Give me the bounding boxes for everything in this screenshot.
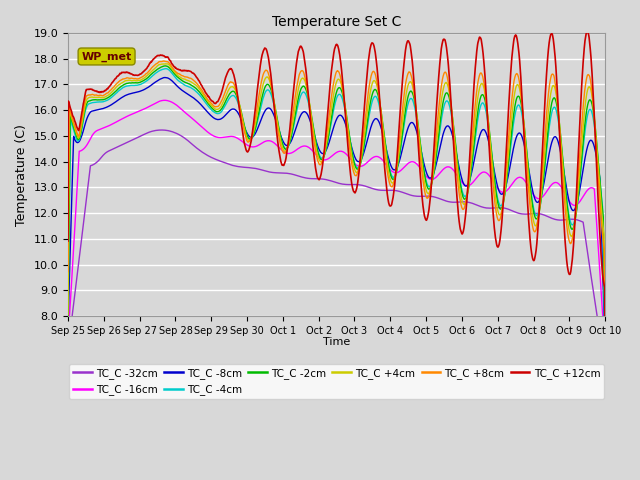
- TC_C +8cm: [244, 139, 252, 145]
- TC_C -16cm: [538, 195, 545, 201]
- TC_C +8cm: [184, 74, 192, 80]
- TC_C +4cm: [162, 61, 170, 67]
- TC_C +4cm: [538, 187, 545, 192]
- TC_C -8cm: [171, 81, 179, 86]
- TC_C -8cm: [420, 161, 428, 167]
- TC_C +4cm: [64, 312, 72, 318]
- Text: WP_met: WP_met: [81, 51, 132, 61]
- TC_C -2cm: [162, 63, 170, 69]
- TC_C -8cm: [602, 347, 609, 352]
- TC_C +8cm: [64, 269, 72, 275]
- TC_C -16cm: [161, 97, 168, 103]
- TC_C +8cm: [160, 58, 168, 64]
- TC_C -8cm: [244, 132, 252, 138]
- TC_C -2cm: [538, 192, 545, 197]
- Line: TC_C -2cm: TC_C -2cm: [68, 66, 605, 349]
- TC_C +8cm: [538, 176, 545, 182]
- Line: TC_C +12cm: TC_C +12cm: [68, 32, 605, 366]
- Line: TC_C -8cm: TC_C -8cm: [68, 78, 605, 349]
- TC_C -32cm: [490, 205, 498, 211]
- TC_C +12cm: [64, 238, 72, 244]
- TC_C -4cm: [602, 358, 609, 363]
- TC_C +4cm: [171, 70, 179, 75]
- TC_C +4cm: [184, 78, 192, 84]
- TC_C -4cm: [420, 168, 428, 174]
- TC_C -2cm: [64, 314, 72, 320]
- TC_C +4cm: [244, 137, 252, 143]
- TC_C -16cm: [171, 101, 179, 107]
- TC_C -4cm: [490, 174, 498, 180]
- TC_C -2cm: [184, 81, 192, 86]
- TC_C +12cm: [244, 149, 252, 155]
- TC_C -32cm: [171, 130, 179, 135]
- Line: TC_C -32cm: TC_C -32cm: [68, 130, 605, 369]
- Title: Temperature Set C: Temperature Set C: [272, 15, 401, 29]
- TC_C -4cm: [184, 84, 192, 89]
- TC_C -32cm: [64, 347, 72, 352]
- TC_C -4cm: [171, 74, 179, 80]
- TC_C -8cm: [490, 168, 498, 174]
- Y-axis label: Temperature (C): Temperature (C): [15, 124, 28, 226]
- TC_C -16cm: [490, 180, 498, 186]
- TC_C -32cm: [157, 127, 165, 133]
- TC_C -2cm: [244, 134, 252, 140]
- TC_C -8cm: [184, 91, 192, 97]
- TC_C -16cm: [64, 336, 72, 342]
- TC_C +8cm: [420, 185, 428, 191]
- Legend: TC_C -32cm, TC_C -16cm, TC_C -8cm, TC_C -4cm, TC_C -2cm, TC_C +4cm, TC_C +8cm, T: TC_C -32cm, TC_C -16cm, TC_C -8cm, TC_C …: [68, 364, 604, 399]
- TC_C +12cm: [538, 168, 545, 174]
- TC_C -16cm: [184, 112, 192, 118]
- TC_C +4cm: [602, 342, 609, 348]
- X-axis label: Time: Time: [323, 337, 350, 348]
- TC_C -32cm: [420, 193, 428, 199]
- TC_C +8cm: [490, 195, 498, 201]
- TC_C -4cm: [162, 66, 170, 72]
- TC_C +12cm: [171, 64, 179, 70]
- TC_C +12cm: [420, 209, 428, 215]
- Line: TC_C +4cm: TC_C +4cm: [68, 64, 605, 345]
- TC_C -32cm: [538, 211, 545, 217]
- TC_C +4cm: [420, 177, 428, 183]
- TC_C -8cm: [161, 75, 169, 81]
- TC_C +8cm: [171, 68, 179, 74]
- TC_C -16cm: [244, 143, 252, 148]
- TC_C +12cm: [584, 29, 591, 35]
- TC_C -2cm: [602, 346, 609, 352]
- TC_C -2cm: [171, 71, 179, 77]
- TC_C -32cm: [184, 138, 192, 144]
- TC_C +12cm: [490, 220, 498, 226]
- TC_C -4cm: [538, 192, 545, 197]
- TC_C -4cm: [244, 134, 252, 140]
- TC_C +12cm: [602, 363, 609, 369]
- TC_C -8cm: [538, 191, 545, 197]
- Line: TC_C -16cm: TC_C -16cm: [68, 100, 605, 353]
- Line: TC_C +8cm: TC_C +8cm: [68, 61, 605, 360]
- TC_C -32cm: [244, 165, 252, 170]
- TC_C -2cm: [490, 175, 498, 181]
- Line: TC_C -4cm: TC_C -4cm: [68, 69, 605, 360]
- TC_C -16cm: [602, 350, 609, 356]
- TC_C +4cm: [490, 183, 498, 189]
- TC_C -8cm: [64, 322, 72, 327]
- TC_C -4cm: [64, 302, 72, 308]
- TC_C +12cm: [184, 68, 191, 74]
- TC_C -16cm: [420, 171, 428, 177]
- TC_C -2cm: [420, 169, 428, 175]
- TC_C +8cm: [602, 357, 609, 363]
- TC_C -32cm: [602, 366, 609, 372]
